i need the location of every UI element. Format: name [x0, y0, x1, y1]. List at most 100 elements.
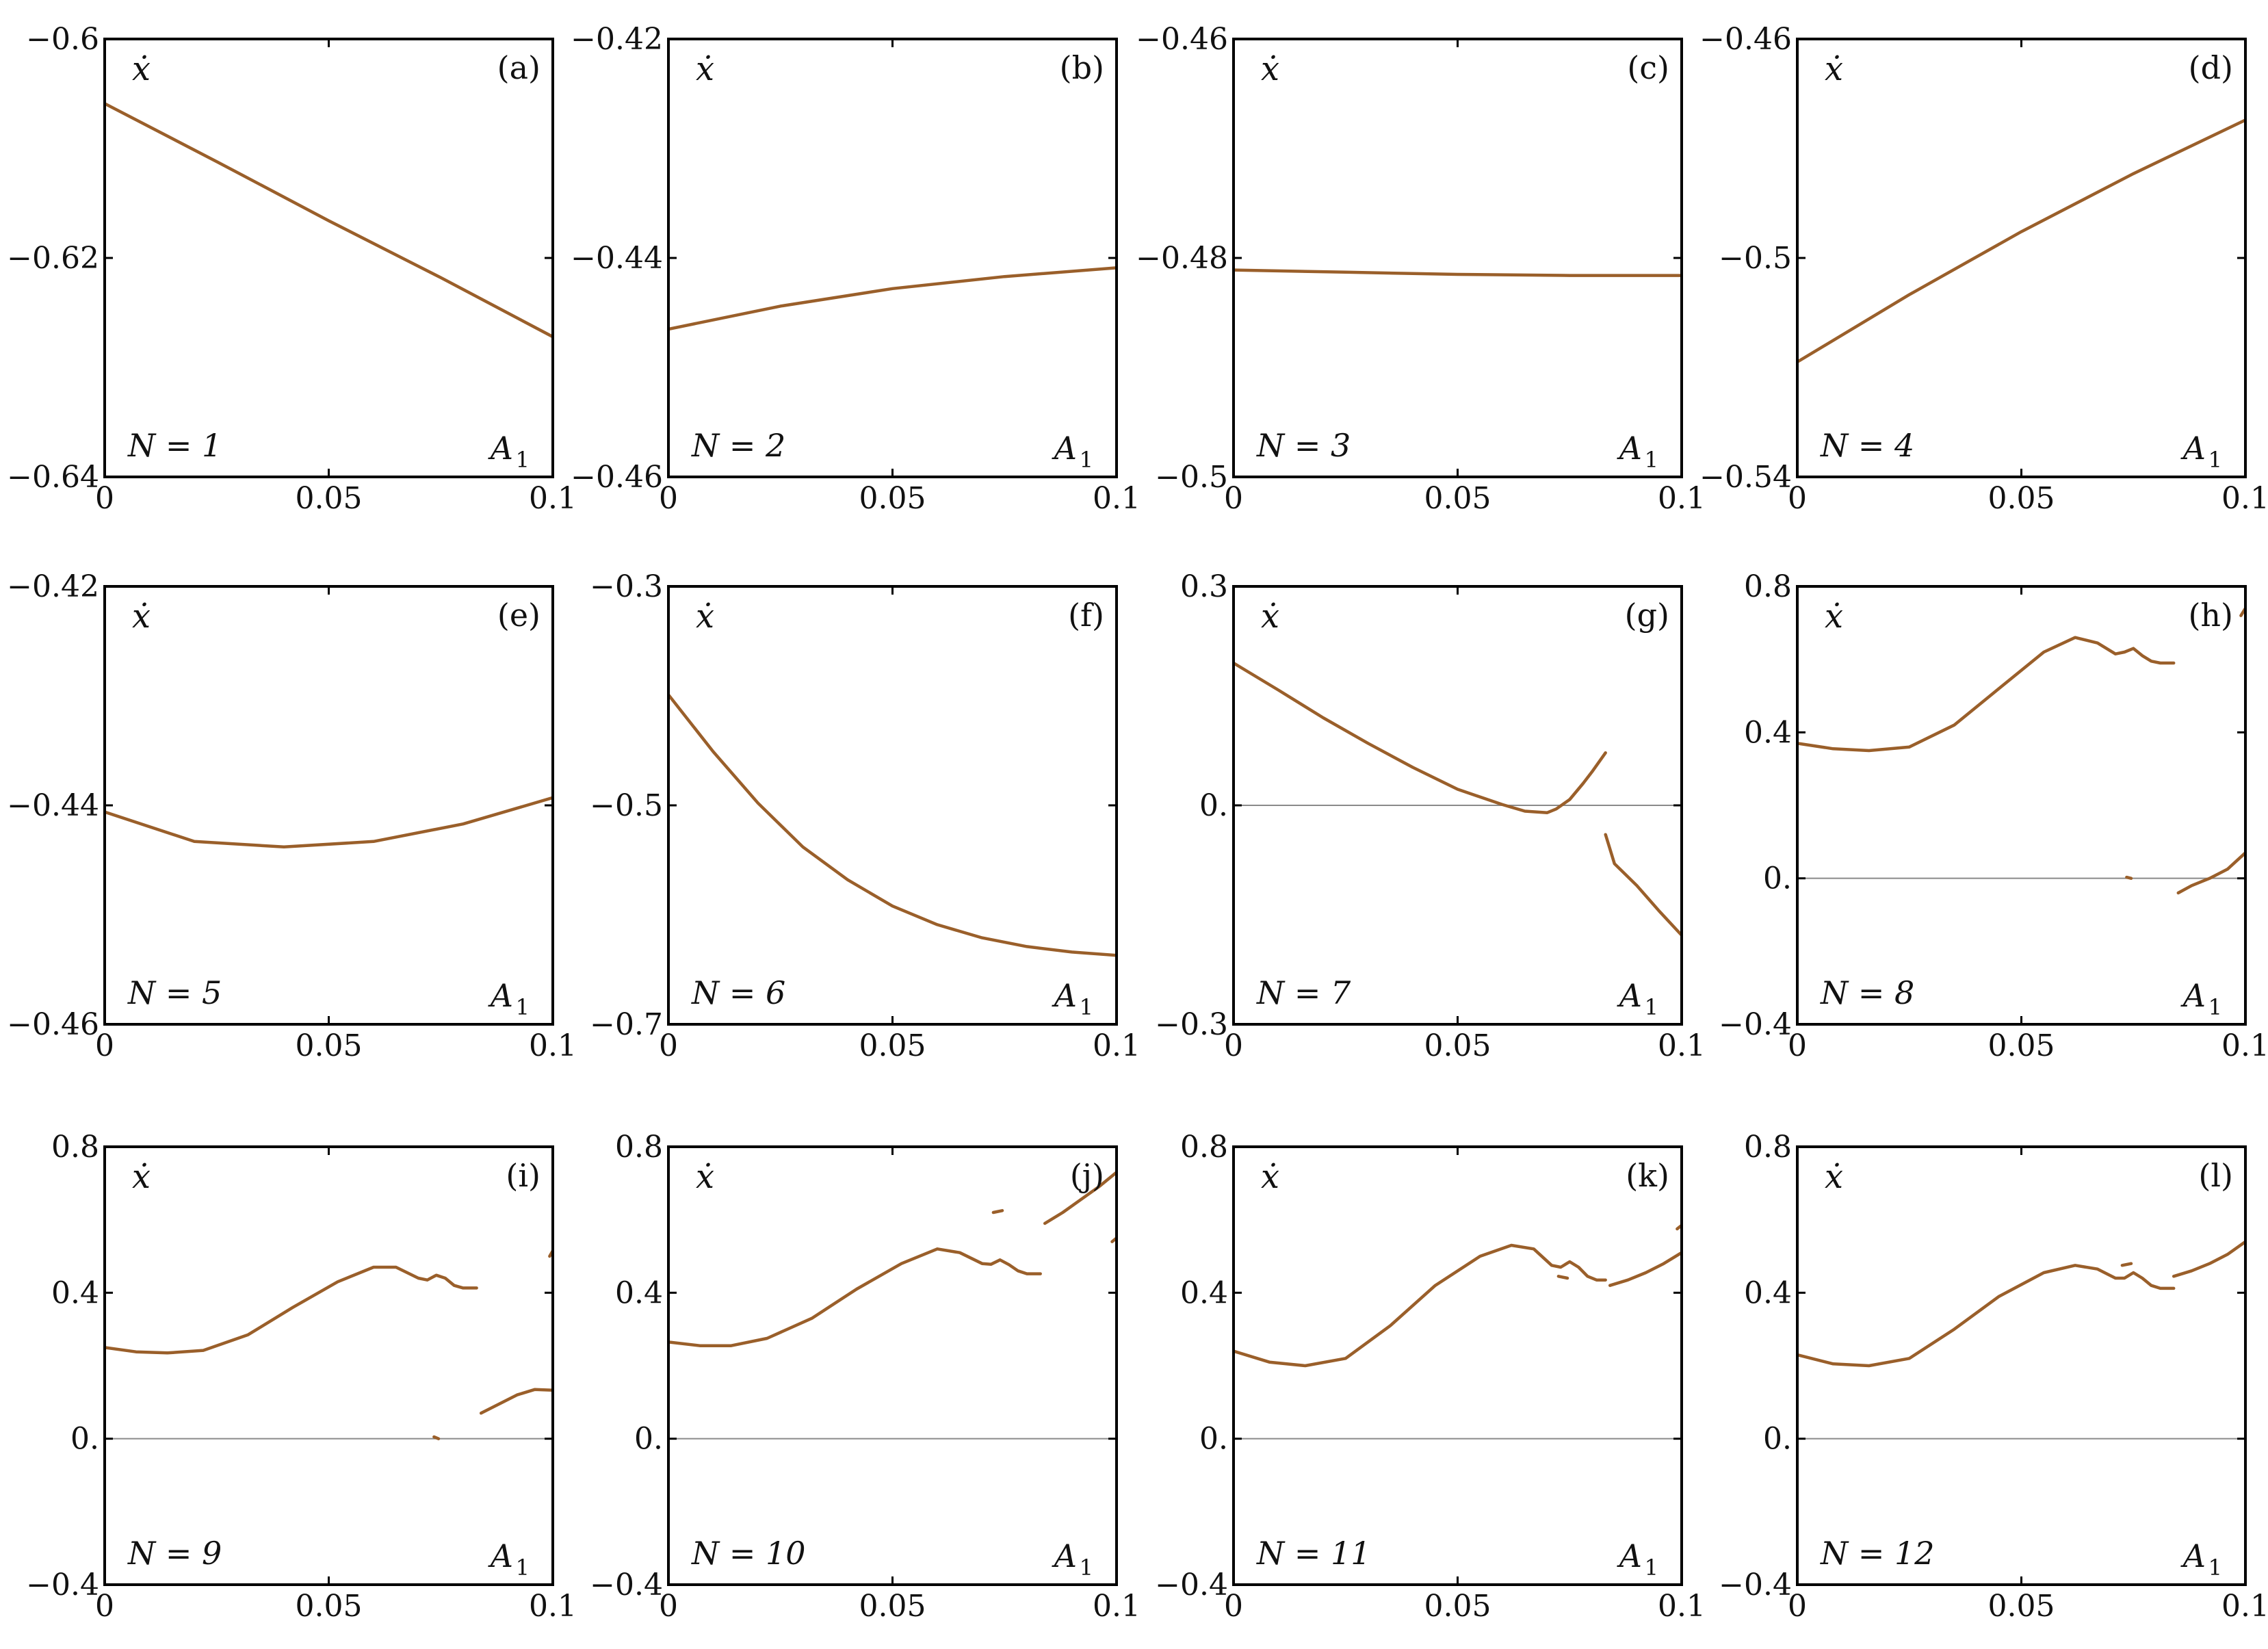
y-tick-label: 0.8	[1744, 569, 1792, 604]
y-tick-label: −0.44	[7, 788, 99, 823]
panel-label: (f)	[1068, 597, 1104, 634]
x-tick-label: 0	[659, 481, 678, 516]
panel-label: (e)	[497, 597, 540, 634]
curve-branch-1	[105, 1265, 478, 1355]
x-tick-label: 0	[1224, 1028, 1243, 1063]
x-tick-label: 0.1	[2221, 1028, 2268, 1063]
x-tick-label: 0.1	[2221, 1589, 2268, 1624]
panel-label: (l)	[2198, 1157, 2233, 1194]
y-axis-label: ẋ	[132, 597, 151, 636]
x-axis-label-subscript: 1	[1080, 447, 1093, 473]
x-tick-label: 0	[1788, 1589, 1807, 1624]
x-tick-label: 0.05	[859, 481, 926, 516]
x-axis-label: A	[2180, 430, 2206, 467]
x-axis-label-subscript: 1	[516, 447, 530, 473]
plot-frame	[103, 38, 554, 478]
x-tick-label: 0	[659, 1028, 678, 1063]
panel-label: (b)	[1060, 49, 1104, 86]
y-tick-label: 0.4	[615, 1275, 663, 1310]
y-tick-label: 0.8	[51, 1130, 99, 1165]
x-axis-label: A	[1617, 430, 1642, 467]
x-tick-label: 0.05	[1424, 1589, 1491, 1624]
x-axis-label-subscript: 1	[516, 994, 530, 1020]
y-tick-label: −0.44	[571, 241, 663, 276]
y-tick-label: −0.7	[590, 1007, 663, 1042]
y-tick-label: −0.3	[590, 569, 663, 604]
y-axis-label: ẋ	[132, 1158, 151, 1196]
y-tick-label: −0.54	[1699, 460, 1792, 495]
x-tick-label: 0.1	[2221, 481, 2268, 516]
plot-frame	[1232, 38, 1683, 478]
y-tick-label: −0.46	[1699, 22, 1792, 57]
x-tick-label: 0.05	[1988, 481, 2055, 516]
curve-branch-3	[2125, 875, 2133, 880]
y-tick-label: 0.8	[1744, 1130, 1792, 1165]
x-tick-label: 0.1	[1093, 1589, 1140, 1624]
y-tick-label: 0.	[634, 1422, 663, 1457]
panel-label: (h)	[2188, 597, 2233, 634]
y-tick-label: 0.	[1199, 788, 1228, 823]
y-tick-label: −0.4	[1155, 1568, 1228, 1602]
y-tick-label: 0.	[1763, 861, 1792, 896]
y-tick-label: −0.62	[7, 241, 99, 276]
curve-branch-2	[1608, 1251, 1682, 1287]
x-tick-label: 0.1	[1658, 481, 1706, 516]
curve-branch-1	[1234, 661, 1607, 814]
panel-label: (k)	[1626, 1157, 1669, 1194]
y-axis-label: ẋ	[696, 597, 714, 636]
x-tick-label: 0.1	[529, 1589, 577, 1624]
y-tick-label: −0.46	[7, 1007, 99, 1042]
y-tick-label: −0.4	[590, 1568, 663, 1602]
curve-branch-1	[668, 1247, 1042, 1347]
n-label: N = 11	[1256, 1535, 1371, 1572]
x-tick-label: 0.05	[296, 1028, 363, 1063]
x-axis-label-subscript: 1	[516, 1555, 530, 1581]
x-tick-label: 0.05	[296, 481, 363, 516]
x-axis-label: A	[1052, 1537, 1077, 1574]
plot-frame	[1796, 585, 2247, 1026]
curve-branch-1	[1234, 1243, 1607, 1368]
y-tick-label: −0.46	[1136, 22, 1228, 57]
x-axis-label-subscript: 1	[1645, 994, 1658, 1020]
y-tick-label: 0.4	[1744, 715, 1792, 750]
x-tick-label: 0.1	[1658, 1028, 1706, 1063]
y-tick-label: 0.8	[1180, 1130, 1228, 1165]
x-tick-label: 0.05	[859, 1028, 926, 1063]
x-tick-label: 0	[95, 1028, 114, 1063]
y-axis-label: ẋ	[1261, 597, 1279, 636]
y-tick-label: −0.5	[1155, 460, 1228, 495]
curve-branch-2	[2176, 851, 2245, 895]
panel-10: 0 0.05 0.1 0.8 0.4 0. −0.4 ẋ (j) N = 10 A 1	[590, 1130, 1140, 1624]
curve-branch-1	[668, 693, 1117, 957]
n-label: N = 8	[1820, 974, 1914, 1011]
y-tick-label: −0.64	[7, 460, 99, 495]
y-axis-label: ẋ	[696, 50, 714, 88]
panel-label: (j)	[1070, 1157, 1104, 1194]
plot-frame	[667, 38, 1118, 478]
y-tick-label: −0.46	[571, 460, 663, 495]
n-label: N = 5	[127, 974, 222, 1011]
n-label: N = 12	[1820, 1535, 1935, 1572]
x-tick-label: 0	[95, 1589, 114, 1624]
n-label: N = 10	[691, 1535, 806, 1572]
n-label: N = 4	[1820, 427, 1914, 464]
plot-frame	[1796, 38, 2247, 478]
x-axis-label: A	[488, 430, 513, 467]
y-tick-label: 0.4	[51, 1275, 99, 1310]
x-tick-label: 0	[659, 1589, 678, 1624]
y-tick-label: 0.8	[615, 1130, 663, 1165]
x-axis-label: A	[488, 1537, 513, 1574]
y-tick-label: −0.5	[590, 788, 663, 823]
x-axis-label-subscript: 1	[1645, 447, 1658, 473]
panel-label: (i)	[506, 1157, 540, 1194]
x-axis-label-subscript: 1	[1080, 1555, 1093, 1581]
x-tick-label: 0.05	[1988, 1589, 2055, 1624]
x-tick-label: 0.05	[1424, 481, 1491, 516]
plot-frame	[667, 1145, 1118, 1586]
y-axis-label: ẋ	[1825, 50, 1843, 88]
x-axis-label: A	[1617, 1537, 1642, 1574]
